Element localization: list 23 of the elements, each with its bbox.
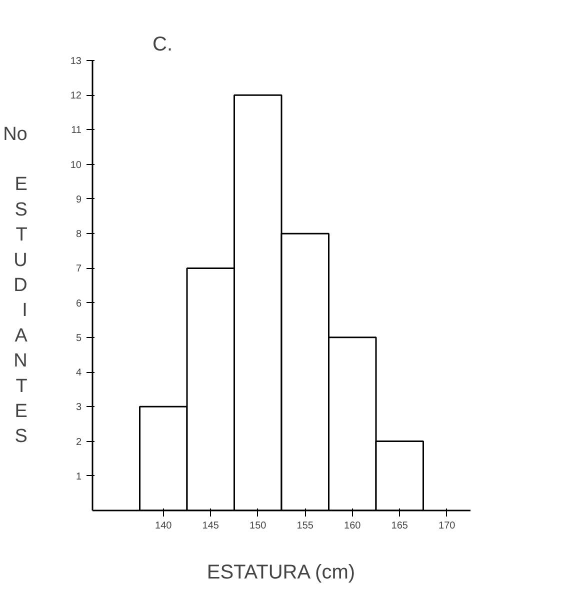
y-tick-label: 1 <box>76 471 82 482</box>
y-tick-label: 4 <box>76 368 82 379</box>
chart-title: C. <box>152 34 172 56</box>
y-tick-label: 5 <box>76 332 82 344</box>
x-tick-label: 165 <box>391 520 408 532</box>
y-tick-label: 8 <box>76 229 82 240</box>
y-tick-label: 12 <box>70 90 82 102</box>
x-tick-label: 170 <box>438 520 456 532</box>
y-tick-label: 7 <box>76 264 82 275</box>
x-tick-label: 155 <box>296 520 314 532</box>
x-axis-title: ESTATURA (cm) <box>206 562 356 584</box>
y-tick-label: 6 <box>76 298 82 310</box>
y-tick-label: 9 <box>76 194 82 206</box>
x-tick-label: 145 <box>202 520 220 532</box>
x-tick-label: 140 <box>155 520 172 532</box>
x-tick-label: 150 <box>250 520 267 532</box>
y-tick-label: 10 <box>70 160 82 171</box>
x-tick-label: 160 <box>344 520 362 532</box>
y-tick-label: 3 <box>76 402 82 414</box>
y-tick-label: 13 <box>70 56 82 67</box>
y-tick-label: 11 <box>71 125 82 136</box>
y-tick-label: 2 <box>76 436 82 448</box>
text: No ESTUDIANTES <box>3 124 28 448</box>
